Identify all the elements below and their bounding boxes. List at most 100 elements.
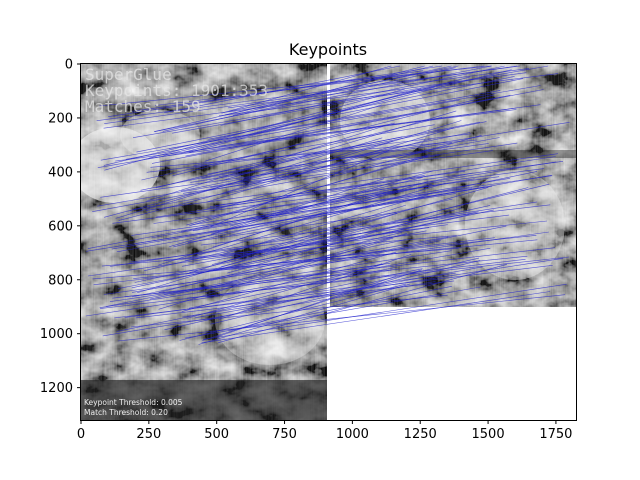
match-line: [210, 260, 481, 325]
match-line: [210, 142, 518, 188]
match-line: [151, 89, 544, 164]
match-line: [100, 143, 489, 198]
match-line: [155, 117, 442, 189]
match-line: [146, 133, 472, 173]
match-line: [104, 65, 518, 124]
match-line: [185, 204, 406, 275]
match-line: [185, 286, 481, 339]
x-tick-label: 0: [77, 427, 85, 442]
match-line: [158, 237, 394, 310]
match-line: [146, 125, 385, 202]
overlay-match-threshold: Match Threshold: 0.20: [84, 408, 168, 417]
y-tick-label: 600: [48, 219, 73, 234]
match-line: [148, 107, 517, 159]
match-line: [100, 259, 526, 309]
match-line: [132, 236, 449, 293]
y-tick-label: 1000: [40, 327, 73, 342]
match-line: [214, 233, 408, 287]
match-line: [195, 161, 557, 220]
match-line: [191, 178, 475, 226]
match-line: [221, 120, 462, 194]
match-line: [218, 254, 412, 320]
match-line: [125, 99, 460, 160]
match-line: [158, 232, 402, 293]
match-line: [136, 213, 398, 294]
match-line: [87, 227, 429, 277]
match-line: [209, 175, 425, 207]
match-line: [188, 266, 398, 309]
match-line: [208, 78, 524, 140]
match-line: [186, 263, 383, 319]
match-line: [116, 268, 423, 332]
overlay-keypoints: Keypoints: 1901:353: [85, 81, 268, 100]
x-tick-label: 250: [136, 427, 161, 442]
match-line: [140, 136, 403, 191]
overlay-matches: Matches: 159: [85, 97, 201, 116]
match-line: [117, 230, 427, 289]
match-line: [202, 269, 422, 341]
match-line: [104, 88, 405, 171]
y-tick-label: 800: [48, 273, 73, 288]
match-line: [172, 94, 495, 177]
match-line: [223, 110, 457, 181]
overlay-keypoint-threshold: Keypoint Threshold: 0.005: [84, 398, 183, 407]
x-axis: 0 250 500 750 1000 1250 1500 1750: [77, 420, 572, 442]
match-line: [97, 145, 450, 207]
match-line: [99, 262, 391, 308]
match-line: [186, 156, 429, 226]
match-line: [164, 65, 400, 114]
match-line: [129, 154, 440, 211]
match-line: [230, 286, 452, 331]
match-line: [201, 291, 551, 344]
match-line: [85, 269, 392, 317]
match-line: [189, 182, 446, 258]
match-line: [109, 250, 452, 302]
match-line: [211, 178, 385, 235]
match-line: [114, 265, 553, 319]
match-line: [218, 73, 559, 117]
match-line: [117, 294, 566, 342]
match-line: [150, 139, 478, 168]
image-area: SuperGlue Keypoints: 1901:353 Matches: 1…: [81, 64, 576, 420]
match-line: [100, 85, 541, 161]
match-line: [187, 212, 397, 243]
match-line: [111, 186, 486, 250]
match-line: [206, 247, 491, 298]
match-line: [182, 150, 493, 194]
match-line: [131, 209, 494, 289]
match-line: [116, 174, 552, 253]
match-line: [210, 150, 390, 228]
match-line: [109, 201, 538, 267]
match-line: [164, 220, 548, 261]
match-line: [130, 294, 448, 328]
match-line: [221, 65, 392, 114]
y-tick-label: 1200: [40, 381, 73, 396]
match-line: [200, 204, 551, 246]
match-line: [136, 76, 515, 153]
match-line: [216, 275, 397, 338]
match-line: [204, 104, 382, 162]
x-tick-label: 1000: [336, 427, 369, 442]
match-line: [220, 65, 505, 126]
match-line: [218, 264, 508, 343]
x-tick-label: 750: [272, 427, 297, 442]
overlay-method: SuperGlue: [85, 65, 172, 84]
x-tick-label: 1750: [539, 427, 572, 442]
match-line: [181, 251, 397, 312]
match-line: [218, 142, 452, 177]
match-line: [149, 240, 441, 300]
match-line: [219, 194, 428, 256]
match-line: [112, 168, 544, 224]
match-line: [195, 266, 483, 319]
match-line: [218, 109, 517, 147]
left-satellite-image: [81, 64, 327, 420]
match-line: [163, 69, 512, 156]
match-line: [97, 109, 434, 168]
y-tick-label: 200: [48, 111, 73, 126]
match-line: [131, 187, 473, 236]
match-line: [227, 207, 462, 274]
match-line: [173, 184, 432, 248]
match-line: [162, 67, 456, 132]
match-line: [181, 132, 471, 192]
